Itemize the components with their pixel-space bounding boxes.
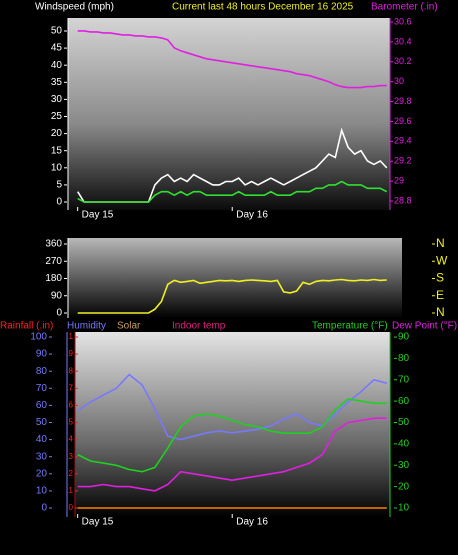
tick-label: 70 <box>36 383 48 394</box>
legend-label: Dew Point (°F) <box>392 321 457 332</box>
tick-label: 0 <box>69 503 74 512</box>
legend-label: Rainfall (.in) <box>0 321 53 332</box>
tick-label: 50 <box>51 26 63 37</box>
tick-label: 30 <box>51 94 63 105</box>
series-line <box>77 30 387 89</box>
tick-label: 29.6 <box>394 116 412 126</box>
tick-label: 20 <box>398 481 410 492</box>
plot-bg <box>68 238 402 318</box>
tick-label: 60 <box>398 396 410 407</box>
tick-label: 90 <box>398 332 410 343</box>
tick-label: 60 <box>36 400 48 411</box>
chart-title: Current last 48 hours December 16 2025 <box>172 2 354 13</box>
axis-title: Windspeed (mph) <box>35 2 114 13</box>
x-tick-label: Day 15 <box>82 210 114 221</box>
tick-label: 30.4 <box>394 36 412 46</box>
series-line <box>77 180 388 203</box>
tick-label: 10 <box>51 162 63 173</box>
legend-label: Humidity <box>67 321 106 332</box>
tick-label: 1 <box>69 332 74 341</box>
tick-label: 10 <box>36 486 48 497</box>
tick-label: .9 <box>66 349 73 358</box>
tick-label: 20 <box>51 128 63 139</box>
x-tick-label: Day 15 <box>82 517 114 528</box>
series-line <box>77 417 387 492</box>
series-line <box>77 398 387 473</box>
plot-bg <box>75 332 390 517</box>
tick-label: 360 <box>45 239 62 250</box>
tick-label: 30 <box>394 76 404 86</box>
tick-label: 45 <box>51 43 63 54</box>
legend-label: Indoor temp <box>172 321 226 332</box>
tick-label: .1 <box>66 486 73 495</box>
tick-label: S <box>436 271 444 285</box>
tick-label: 20 <box>36 468 48 479</box>
tick-label: .8 <box>66 366 73 375</box>
tick-label: 80 <box>36 366 48 377</box>
tick-label: 10 <box>398 503 410 514</box>
tick-label: 29 <box>394 175 404 185</box>
tick-label: .2 <box>66 469 73 478</box>
plot-bg <box>68 18 390 210</box>
tick-label: 50 <box>36 417 48 428</box>
tick-label: W <box>436 253 448 267</box>
tick-label: 40 <box>51 60 63 71</box>
tick-label: 270 <box>45 256 62 267</box>
tick-label: 30 <box>36 451 48 462</box>
tick-label: 5 <box>56 180 62 191</box>
legend-label: Temperature (°F) <box>312 321 388 332</box>
tick-label: 15 <box>51 145 63 156</box>
tick-label: 29.2 <box>394 156 412 166</box>
tick-label: 35 <box>51 77 63 88</box>
series-line <box>77 373 388 441</box>
tick-label: 40 <box>398 439 410 450</box>
tick-label: .6 <box>66 401 73 410</box>
tick-label: .5 <box>66 418 73 427</box>
legend-label: Solar <box>117 321 141 332</box>
tick-label: .7 <box>66 383 73 392</box>
tick-label: 30.2 <box>394 56 412 66</box>
x-tick-label: Day 16 <box>236 210 268 221</box>
tick-label: 50 <box>398 417 410 428</box>
tick-label: 90 <box>36 349 48 360</box>
tick-label: 25 <box>51 111 63 122</box>
tick-label: 70 <box>398 374 410 385</box>
tick-label: 180 <box>45 273 62 284</box>
tick-label: 0 <box>41 503 47 514</box>
tick-label: 29.8 <box>394 96 412 106</box>
series-line <box>77 278 387 314</box>
tick-label: 28.8 <box>394 195 412 205</box>
tick-label: 40 <box>36 434 48 445</box>
tick-label: 29.4 <box>394 136 412 146</box>
tick-label: 0 <box>56 308 62 319</box>
tick-label: 90 <box>51 290 63 301</box>
tick-label: 80 <box>398 353 410 364</box>
tick-label: E <box>436 288 444 302</box>
tick-label: 30 <box>398 460 410 471</box>
tick-label: 100 <box>30 332 47 343</box>
x-tick-label: Day 16 <box>236 517 268 528</box>
tick-label: 30.6 <box>394 16 412 26</box>
tick-label: N <box>436 236 445 250</box>
tick-label: 0 <box>56 197 62 208</box>
tick-label: N <box>436 305 445 319</box>
tick-label: .4 <box>66 435 73 444</box>
axis-title: Barometer (.in) <box>371 2 438 13</box>
tick-label: .3 <box>66 452 73 461</box>
